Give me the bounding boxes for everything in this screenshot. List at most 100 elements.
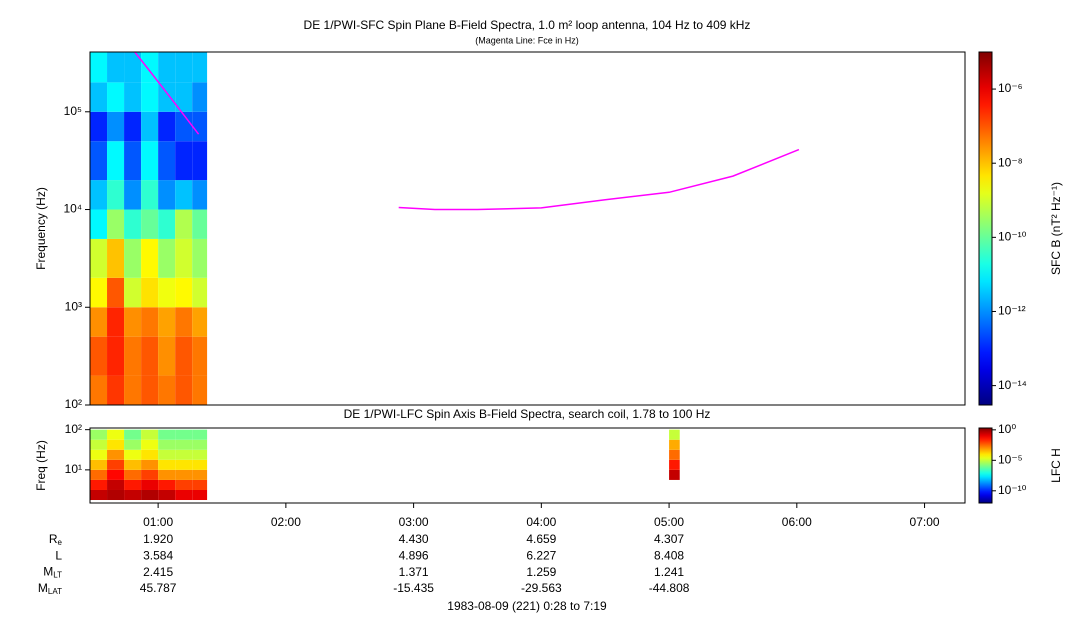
x-tick-label: 02:00 [271,515,301,529]
colorbar-tick-label: 10⁻⁸ [998,155,1023,169]
spectrogram-cell [158,82,176,112]
spectrogram-cell [175,307,193,337]
spectrogram-cell [158,141,176,181]
spectrogram-cell [90,429,108,440]
spectrogram-cell [158,489,176,501]
chart-title: DE 1/PWI-LFC Spin Axis B-Field Spectra, … [344,407,711,421]
plot-frame [89,427,966,504]
y-tick-label: 10² [65,397,82,411]
spectrogram-cell [158,459,176,470]
plot-frame [89,51,966,406]
y-axis-label: Freq (Hz) [34,440,48,491]
spectrogram-cell [107,469,125,480]
spectrogram-cell [669,469,680,480]
spectrogram-cell [107,336,125,376]
spectrogram-cell [90,180,108,210]
ephemeris-label-main: M [38,581,48,595]
spectrogram-cell [90,52,108,83]
spectrogram-cell [192,238,208,278]
plot-area [90,428,965,503]
ephemeris-value: -15.435 [393,581,434,595]
x-tick-label: 03:00 [399,515,429,529]
spectrogram-cell [90,336,108,376]
x-tick-label: 06:00 [782,515,812,529]
colorbar-tick-label: 10⁻¹⁰ [998,230,1027,244]
spectrogram-cell [107,307,125,337]
spectrogram-cell [192,141,208,181]
x-tick-label: 04:00 [526,515,556,529]
spectrogram-cell [158,449,176,460]
spectrogram-cell [175,52,193,83]
spectrogram-cell [124,180,142,210]
spectrogram-cell [158,375,176,405]
ephemeris-value: 1.371 [399,565,429,579]
spectrogram-cell [192,277,208,308]
spectrogram-cell [107,277,125,308]
spectrogram-cell [175,375,193,405]
spectrogram-cell [175,277,193,308]
spectrogram-cell [175,209,193,239]
spectrogram-cell [141,449,159,460]
spectrogram-cell [141,429,159,440]
ephemeris-label-sub: e [58,538,63,547]
spectrogram-cell [124,277,142,308]
ephemeris-label-main: L [55,548,62,562]
spectrogram-cell [90,489,108,501]
spectrogram-cell [141,180,159,210]
spectrogram-cell [107,82,125,112]
spectrogram-cell [141,375,159,405]
spectrogram-cell [192,429,208,440]
spectrogram-cell [124,52,142,83]
spectrogram-cell [158,336,176,376]
spectrogram-cell [175,469,193,480]
ephemeris-label: MLT [43,565,62,580]
ephemeris-value: 45.787 [140,581,177,595]
spectrogram-cell [124,375,142,405]
ephemeris-value: -29.563 [521,581,562,595]
spectrogram-cell [192,459,208,470]
spectrogram-cell [192,439,208,450]
spectrogram-cell [107,238,125,278]
spectrogram-cell [158,180,176,210]
colorbar-tick-label: 10⁰ [998,422,1016,436]
spectrogram-cell [124,429,142,440]
y-tick-label: 10⁴ [63,202,82,216]
ephemeris-label-main: R [49,532,58,546]
spectrogram-cell [158,307,176,337]
spectrogram-cell [124,238,142,278]
plot-area [90,52,965,405]
spectrogram-cell [124,489,142,501]
spectrogram-cell [141,479,159,490]
spectrogram-cell [141,489,159,501]
colorbar-tick-label: 10⁻¹⁰ [998,483,1027,497]
spectrogram-cell [124,469,142,480]
ephemeris-value: 1.920 [143,532,173,546]
ephemeris-label: Re [49,532,63,547]
colorbar-label: LFC H [1049,448,1063,483]
colorbar [978,51,993,406]
spectrogram-cell [175,479,193,490]
footer: 1983-08-09 (221) 0:28 to 7:19 [447,599,607,613]
colorbar [978,427,993,504]
colorbar-label: SFC B (nT² Hz⁻¹) [1049,182,1063,275]
spectrogram-cell [175,439,193,450]
ephemeris-value: 4.430 [399,532,429,546]
ephemeris-label: MLAT [38,581,62,596]
ephemeris-label-main: M [43,565,53,579]
spectrogram-cell [141,336,159,376]
spectrogram-cell [192,307,208,337]
spectrogram-cell [107,489,125,501]
spectrogram-cell [107,111,125,142]
spectrogram-cell [192,209,208,239]
spectrogram-cell [141,277,159,308]
spectrogram-cell [192,469,208,480]
spectrogram-cell [90,469,108,480]
ephemeris-value: 1.241 [654,565,684,579]
ephemeris-value: 3.584 [143,548,173,562]
spectrogram-cell [90,141,108,181]
fce-line [134,51,800,211]
spectrogram-cell [158,111,176,142]
spectrogram-cell [175,82,193,112]
spectrogram-cell [158,209,176,239]
